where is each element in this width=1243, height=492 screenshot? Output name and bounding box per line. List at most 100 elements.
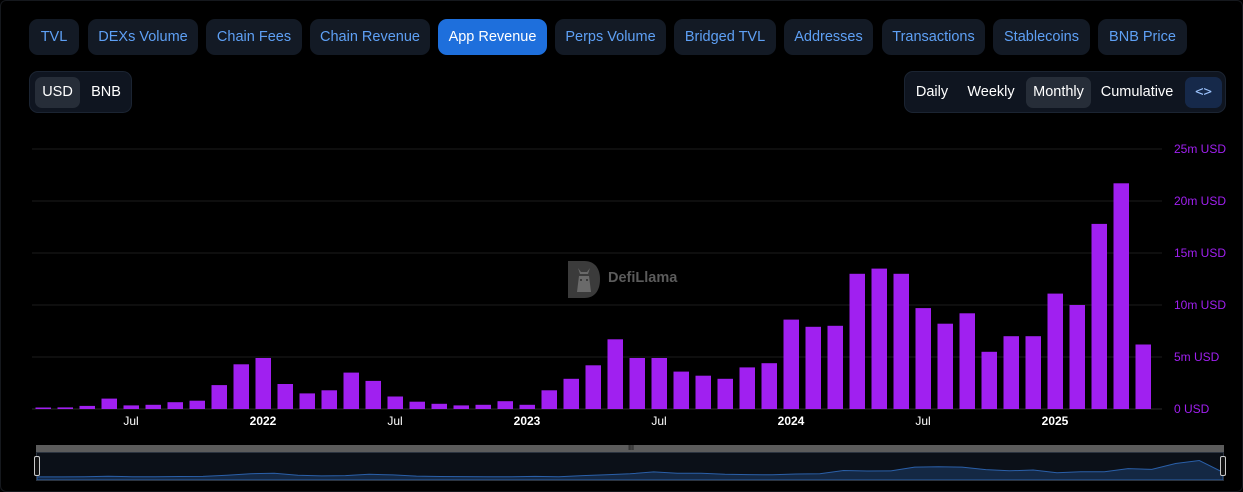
x-tick-label: 2022 (250, 414, 277, 428)
x-tick-label: Jul (915, 414, 930, 428)
chart-bar[interactable] (717, 378, 734, 409)
brush-handle-right[interactable] (1220, 456, 1226, 476)
overview-area (37, 459, 1223, 480)
chart-bar[interactable] (849, 273, 866, 409)
x-tick-label: Jul (387, 414, 402, 428)
tab-addresses[interactable]: Addresses (784, 19, 873, 55)
brush-handle-left[interactable] (34, 456, 40, 476)
y-tick-label: 5m USD (1174, 350, 1220, 364)
brush-slider-track[interactable] (36, 445, 1224, 452)
overview-area-chart (37, 459, 1223, 480)
x-tick-label: 2025 (1042, 414, 1069, 428)
chart-bar[interactable] (827, 325, 844, 409)
y-tick-label: 10m USD (1174, 298, 1226, 312)
chart-bar[interactable] (321, 390, 338, 409)
chart-bar[interactable] (167, 402, 184, 409)
period-daily-option[interactable]: Daily (915, 84, 949, 100)
brush-overview[interactable] (36, 452, 1224, 481)
chart-bar[interactable] (79, 405, 96, 409)
chart-bar[interactable] (915, 308, 932, 409)
code-brackets-icon[interactable]: <> (1185, 77, 1222, 108)
chart-bar[interactable] (893, 273, 910, 409)
chart-bar[interactable] (101, 398, 118, 409)
chart-bar[interactable] (585, 365, 602, 409)
chart-bar[interactable] (673, 371, 690, 409)
tab-bnb-price[interactable]: BNB Price (1098, 19, 1187, 55)
x-axis-labels: Jul 2022 Jul 2023 Jul 2024 Jul 2025 (123, 414, 1068, 428)
tab-chain-revenue[interactable]: Chain Revenue (310, 19, 430, 55)
currency-usd-option[interactable]: USD (35, 77, 80, 108)
chart-bar[interactable] (563, 378, 580, 409)
chart-bar[interactable] (1047, 293, 1064, 409)
tab-app-revenue[interactable]: App Revenue (438, 19, 547, 55)
tab-chain-fees[interactable]: Chain Fees (206, 19, 302, 55)
chart-bar[interactable] (409, 401, 426, 409)
y-tick-label: 15m USD (1174, 246, 1226, 260)
period-cumulative-option[interactable]: Cumulative (1100, 84, 1174, 100)
chart-bar[interactable] (123, 405, 140, 409)
chart-bar[interactable] (981, 351, 998, 409)
chart-bar[interactable] (739, 367, 756, 409)
period-weekly-option[interactable]: Weekly (967, 84, 1015, 100)
chart-bar[interactable] (519, 404, 536, 409)
chart-bar[interactable] (871, 268, 888, 409)
chart-bar[interactable] (57, 407, 74, 409)
chart-bar[interactable] (233, 364, 250, 409)
chart-bar[interactable] (937, 323, 954, 409)
chart-bar[interactable] (343, 372, 360, 409)
tab-dexs-volume[interactable]: DEXs Volume (88, 19, 198, 55)
tab-tvl[interactable]: TVL (29, 19, 79, 55)
tab-perps-volume[interactable]: Perps Volume (555, 19, 666, 55)
chart-bar[interactable] (475, 404, 492, 409)
chart-bar[interactable] (1113, 183, 1130, 409)
y-axis-labels: 0 USD 5m USD 10m USD 15m USD 20m USD 25m USD (1174, 142, 1226, 416)
chart-bar[interactable] (607, 339, 624, 409)
brush-grip-icon[interactable]: III (628, 445, 634, 452)
range-brush[interactable]: III (34, 445, 1226, 481)
period-toggle: Daily Weekly Monthly Cumulative <> (904, 71, 1226, 113)
chart-bar[interactable] (761, 363, 778, 409)
chart-bar[interactable] (145, 404, 162, 409)
x-tick-label: Jul (123, 414, 138, 428)
watermark-text: DefiLlama (608, 270, 678, 286)
chart-bar[interactable] (1091, 223, 1108, 409)
y-tick-label: 25m USD (1174, 142, 1226, 156)
chart-bar[interactable] (1003, 336, 1020, 409)
defillama-watermark: DefiLlama (566, 258, 696, 300)
chart-bar[interactable] (277, 384, 294, 409)
currency-toggle: USD BNB (29, 71, 132, 113)
chart-bar[interactable] (497, 401, 514, 409)
chart-bars (35, 183, 1152, 410)
chart-bar[interactable] (299, 393, 316, 409)
chart-bar[interactable] (805, 326, 822, 409)
x-tick-label: 2024 (778, 414, 805, 428)
chart-bar[interactable] (431, 403, 448, 409)
llama-logo-icon (568, 261, 600, 298)
chart-bar[interactable] (629, 358, 646, 409)
period-monthly-option[interactable]: Monthly (1026, 77, 1091, 108)
tab-stablecoins[interactable]: Stablecoins (993, 19, 1090, 55)
chart-bar[interactable] (255, 358, 272, 409)
y-tick-label: 20m USD (1174, 194, 1226, 208)
y-tick-label: 0 USD (1174, 402, 1210, 416)
chart-bar[interactable] (189, 400, 206, 409)
chart-bar[interactable] (695, 375, 712, 409)
chart-bar[interactable] (1135, 344, 1152, 410)
currency-bnb-option[interactable]: BNB (91, 84, 121, 100)
chart-bar[interactable] (1025, 336, 1042, 409)
chart-bar[interactable] (783, 319, 800, 409)
chart-bar[interactable] (365, 380, 382, 409)
chart-bar[interactable] (387, 396, 404, 410)
tab-bridged-tvl[interactable]: Bridged TVL (674, 19, 776, 55)
chart-bar[interactable] (453, 405, 470, 409)
tab-transactions[interactable]: Transactions (882, 19, 985, 55)
chart-bar[interactable] (959, 313, 976, 409)
chart-bar[interactable] (211, 385, 228, 409)
chart-bar[interactable] (35, 407, 52, 410)
x-tick-label: 2023 (514, 414, 541, 428)
chart-bar[interactable] (1069, 305, 1086, 409)
chart-bar[interactable] (541, 390, 558, 409)
chart-bar[interactable] (651, 358, 668, 409)
x-tick-label: Jul (651, 414, 666, 428)
